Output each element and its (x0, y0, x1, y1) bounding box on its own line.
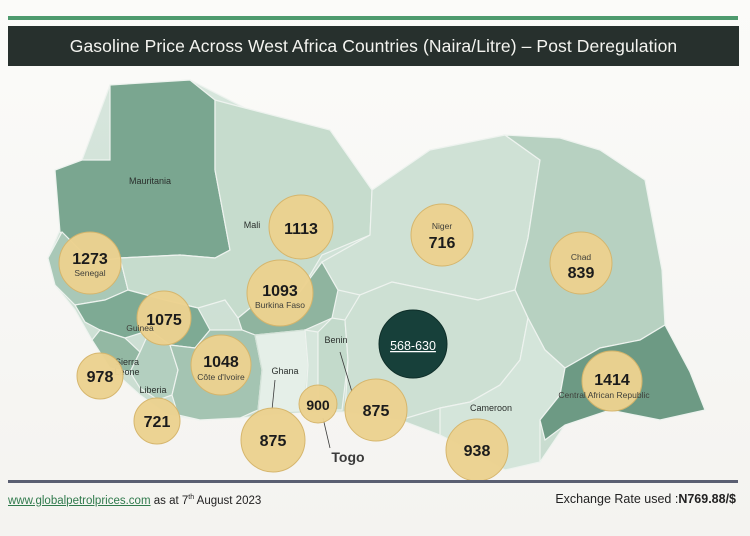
label-liberia: Liberia (139, 385, 166, 395)
label-burkina-faso: Burkina Faso (255, 300, 305, 310)
exchange-label: Exchange Rate used : (555, 492, 679, 506)
label-cameroon: Cameroon (470, 403, 512, 413)
exchange-rate: Exchange Rate used :N769.88/$ (555, 492, 736, 506)
label-sierra-leone-2: Leone (114, 367, 139, 377)
page-title: Gasoline Price Across West Africa Countr… (69, 36, 678, 56)
price-chad: 839 (568, 265, 595, 282)
label-ghana: Ghana (271, 366, 298, 376)
top-accent-line (8, 16, 738, 20)
price-bubble-senegal: 1273 Senegal (58, 231, 122, 295)
price-cote-divoire: 1048 (203, 354, 239, 371)
label-senegal: Senegal (74, 268, 105, 278)
price-bubble-togo: 900 (298, 384, 338, 424)
label-cote-divoire: Côte d'Ivoire (197, 372, 245, 382)
label-mauritania: Mauritania (129, 176, 171, 186)
price-central-african-republic: 1414 (594, 372, 630, 389)
price-nigeria: 568-630 (390, 339, 436, 353)
benin-leader-line (339, 351, 353, 393)
price-bubble-mali: 1113 (268, 194, 334, 260)
as-at-sup: th (188, 494, 195, 501)
togo-leader-line (322, 417, 331, 449)
price-bubble-liberia: 721 (133, 397, 181, 445)
price-niger: 716 (429, 235, 456, 252)
price-bubble-ghana: 875 (240, 407, 306, 473)
ghana-leader-line (271, 379, 276, 411)
price-guinea: 1075 (146, 312, 182, 329)
price-liberia: 721 (144, 414, 171, 431)
label-sierra-leone-1: Sierra (115, 357, 139, 367)
exchange-value: N769.88/$ (678, 492, 736, 506)
footer-divider (8, 480, 738, 483)
label-niger: Niger (432, 221, 452, 231)
price-bubble-sierra-leone: 978 (76, 352, 124, 400)
price-bubble-niger: Niger 716 (410, 203, 474, 267)
label-guinea: Guinea (126, 323, 154, 333)
price-sierra-leone: 978 (87, 369, 114, 386)
source-line: www.globalpetrolprices.com as at 7th Aug… (8, 494, 261, 507)
label-togo: Togo (331, 449, 364, 465)
label-benin: Benin (324, 335, 347, 345)
label-chad: Chad (571, 252, 592, 262)
price-bubble-central-african-republic: 1414 Central African Republic (558, 350, 650, 412)
price-burkina-faso: 1093 (262, 283, 298, 300)
as-at-suffix: August 2023 (194, 494, 262, 507)
price-benin: 875 (363, 403, 390, 420)
price-bubble-nigeria: 568-630 (378, 309, 448, 379)
label-mali: Mali (244, 220, 261, 230)
label-central-african-republic: Central African Republic (558, 390, 650, 400)
price-ghana: 875 (260, 433, 287, 450)
price-bubble-cameroon: 938 (445, 418, 509, 482)
price-bubble-benin: 875 (344, 378, 408, 442)
title-bar: Gasoline Price Across West Africa Countr… (8, 26, 739, 66)
as-at-prefix: as at 7 (150, 494, 189, 507)
price-bubble-burkina-faso: 1093 Burkina Faso (246, 259, 314, 327)
price-senegal: 1273 (72, 251, 108, 268)
price-mali: 1113 (284, 221, 318, 238)
price-bubble-chad: Chad 839 (549, 231, 613, 295)
price-bubble-cote-divoire: 1048 Côte d'Ivoire (190, 334, 252, 396)
price-cameroon: 938 (464, 443, 491, 460)
price-togo: 900 (306, 397, 330, 413)
price-bubble-guinea: 1075 Guinea (126, 290, 192, 346)
source-link[interactable]: www.globalpetrolprices.com (8, 494, 151, 507)
